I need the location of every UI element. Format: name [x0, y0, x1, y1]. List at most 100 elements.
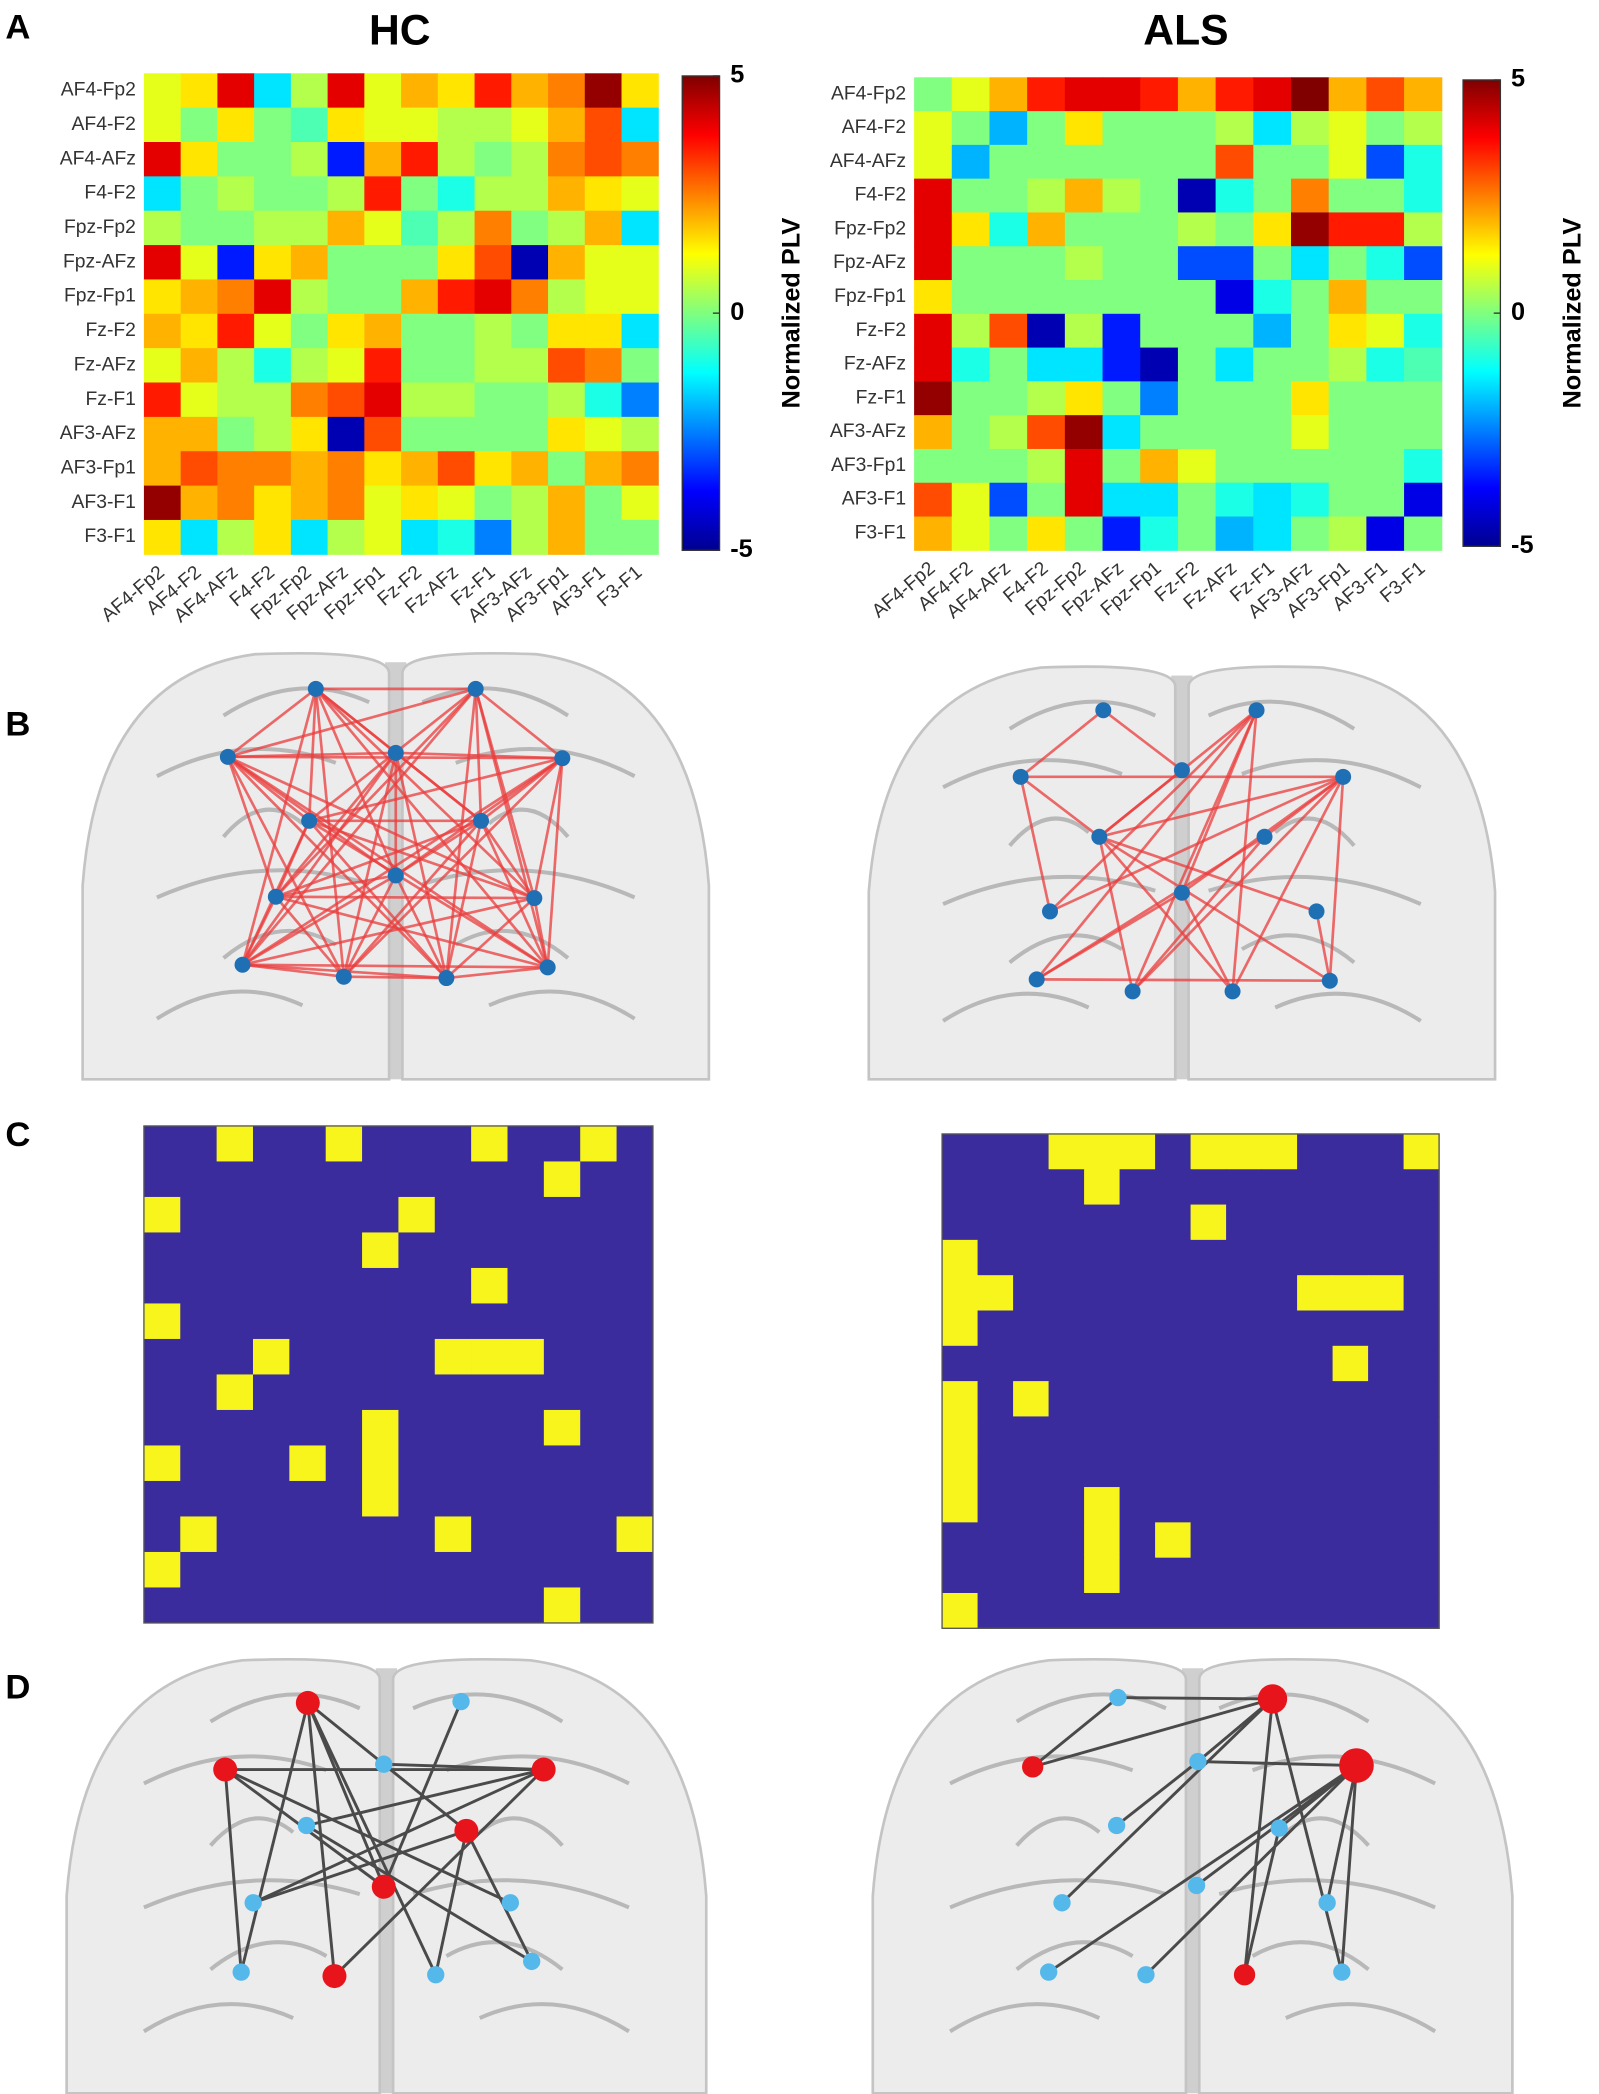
hemisphere [391, 1657, 708, 2094]
cell [1027, 246, 1066, 281]
cell [511, 245, 549, 280]
cell [977, 1416, 1014, 1453]
edge [1131, 835, 1266, 993]
cell [254, 279, 292, 315]
cell [1027, 212, 1066, 247]
cell [1140, 516, 1179, 551]
cell [511, 382, 549, 418]
cell [1253, 482, 1292, 518]
cell [1102, 482, 1141, 518]
cell [511, 348, 549, 384]
cell [290, 176, 329, 212]
cell [1368, 1310, 1405, 1347]
edge [226, 756, 345, 978]
cell [1190, 1381, 1227, 1417]
cell [1332, 1133, 1369, 1170]
edge [342, 874, 397, 978]
cell [434, 1161, 472, 1198]
cell [977, 1345, 1014, 1382]
electrode [295, 1690, 320, 1715]
row-label: Fpz-AFz [833, 252, 906, 273]
cell [1102, 415, 1141, 450]
cell [1084, 1275, 1121, 1312]
electrode [387, 867, 404, 884]
edge [445, 897, 536, 980]
edge [1098, 775, 1344, 839]
cell [1404, 516, 1443, 551]
cell [951, 280, 991, 315]
cell [951, 415, 991, 450]
cell [1403, 1557, 1440, 1594]
cell [543, 1196, 581, 1233]
cell [507, 1161, 545, 1198]
cell [289, 1374, 327, 1411]
cell [580, 1232, 618, 1269]
cell [1253, 111, 1292, 146]
cell [548, 73, 586, 109]
cell [1328, 516, 1367, 551]
edge [226, 755, 448, 979]
cell [1253, 212, 1292, 247]
cell [942, 1381, 979, 1417]
cell [180, 1267, 218, 1304]
cell [1177, 178, 1217, 213]
cell [914, 415, 953, 450]
cell [1328, 381, 1367, 416]
cell [543, 1338, 581, 1375]
gyrus [209, 1816, 295, 1847]
cell [584, 416, 623, 452]
cell [1048, 1416, 1085, 1453]
cell [977, 1310, 1014, 1347]
cell [1155, 1275, 1192, 1312]
cell [364, 279, 402, 315]
cell [1253, 144, 1292, 180]
cell [1366, 448, 1405, 484]
edge [1098, 836, 1134, 992]
cell [434, 1516, 472, 1553]
cell [143, 416, 182, 452]
cell [1177, 313, 1217, 349]
cell [1177, 280, 1217, 315]
cell [364, 210, 402, 246]
cell [1403, 1169, 1440, 1206]
gyrus [1241, 758, 1422, 790]
cell [1226, 1416, 1263, 1453]
frame [941, 1133, 1440, 1629]
cell [1177, 246, 1217, 281]
cell [977, 1451, 1014, 1488]
cell [327, 107, 365, 143]
cell [180, 1232, 218, 1269]
cell [1366, 415, 1405, 450]
cell [977, 1592, 1014, 1629]
gyrus [222, 686, 370, 718]
cell [254, 142, 292, 177]
cell [942, 1416, 979, 1453]
edge [1019, 775, 1101, 838]
cell [621, 73, 659, 109]
cell [1102, 313, 1141, 349]
cell [511, 451, 549, 487]
cell [989, 144, 1028, 180]
cell [1261, 1204, 1298, 1241]
cell [216, 1409, 254, 1446]
cell [914, 77, 953, 112]
gyrus [445, 1754, 630, 1786]
cell [180, 73, 218, 109]
row-label: Fpz-Fp2 [834, 218, 906, 239]
cell [471, 1161, 509, 1198]
cell [1368, 1451, 1405, 1488]
cell [437, 210, 476, 246]
cell [398, 1445, 436, 1482]
cell [942, 1451, 979, 1488]
cell [1215, 313, 1254, 349]
edge [241, 896, 278, 966]
electrode [452, 1692, 470, 1711]
electrode [1028, 971, 1045, 988]
cell [1064, 144, 1104, 180]
gyrus [412, 1878, 630, 1910]
edge [1115, 1760, 1199, 1827]
cell [616, 1303, 654, 1340]
cell [401, 142, 439, 177]
electrode [1224, 983, 1241, 1000]
cell [543, 1551, 581, 1588]
